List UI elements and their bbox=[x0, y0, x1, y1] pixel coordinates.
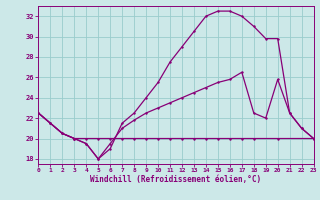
X-axis label: Windchill (Refroidissement éolien,°C): Windchill (Refroidissement éolien,°C) bbox=[91, 175, 261, 184]
